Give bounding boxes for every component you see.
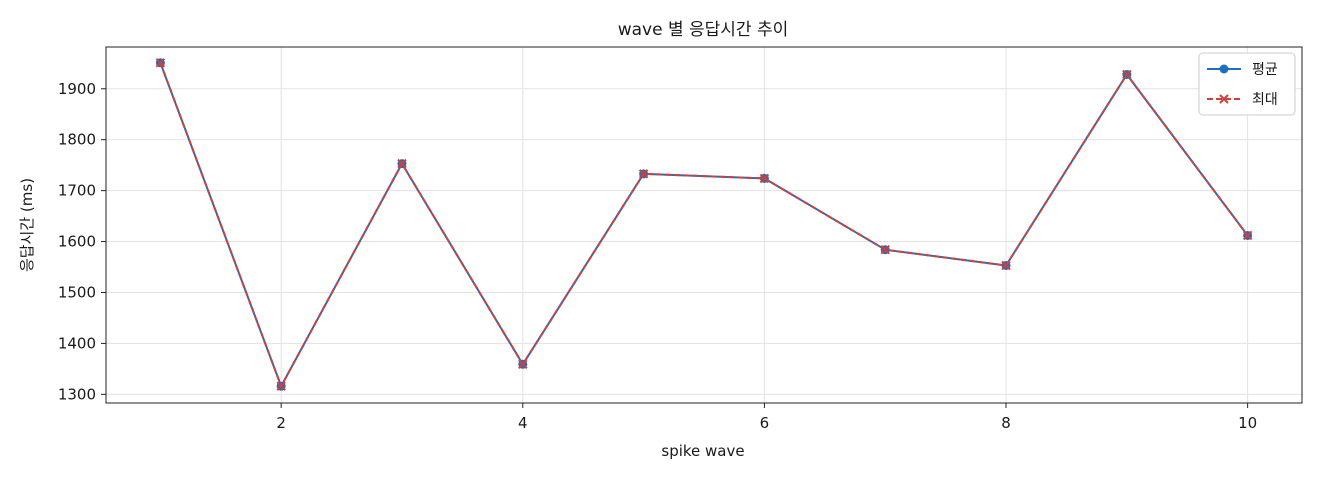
max-point [1242, 230, 1253, 241]
series-layer [155, 58, 1253, 391]
legend-item-avg: 평균 [1207, 62, 1278, 78]
y-tick-label: 1700 [58, 182, 96, 200]
y-tick-label: 1600 [58, 233, 96, 251]
y-tick-label: 1500 [58, 283, 96, 301]
x-tick-label: 2 [276, 414, 286, 432]
y-tick-label: 1800 [58, 131, 96, 149]
max-point [880, 244, 890, 255]
max-point [518, 359, 528, 370]
y-axis-label: 응답시간 (ms) [18, 178, 36, 272]
x-axis-label: spike wave [661, 442, 744, 460]
max-point [759, 173, 770, 184]
max-point [155, 58, 166, 68]
legend-max-label: 최대 [1252, 92, 1278, 108]
x-tick-label: 6 [760, 414, 770, 432]
grid-lines [106, 47, 1302, 403]
max-point [397, 158, 407, 169]
legend-item-max: 최대 [1207, 92, 1278, 108]
legend-max-marker [1219, 94, 1229, 104]
series-line-avg [159, 62, 1249, 388]
y-axis-ticks: 1300 1400 1500 1600 1700 1800 1900 [58, 80, 106, 403]
max-point [1001, 260, 1011, 271]
y-tick-label: 1300 [58, 385, 96, 403]
legend: 평균 최대 [1198, 52, 1296, 116]
legend-avg-label: 평균 [1252, 62, 1278, 78]
max-point [1122, 69, 1132, 80]
max-point [276, 381, 286, 391]
y-tick-label: 1400 [58, 334, 96, 352]
chart-title: wave 별 응답시간 추이 [618, 20, 789, 40]
legend-box [1198, 52, 1296, 116]
x-tick-label: 10 [1238, 414, 1257, 432]
x-tick-label: 4 [518, 414, 528, 432]
max-point [638, 169, 649, 179]
legend-avg-marker [1219, 64, 1229, 74]
y-tick-label: 1900 [58, 80, 96, 98]
x-axis-ticks: 2 4 6 8 10 [276, 403, 1257, 432]
series-line-max [159, 62, 1249, 388]
x-tick-label: 8 [1001, 414, 1011, 432]
plot-frame [105, 46, 1303, 404]
